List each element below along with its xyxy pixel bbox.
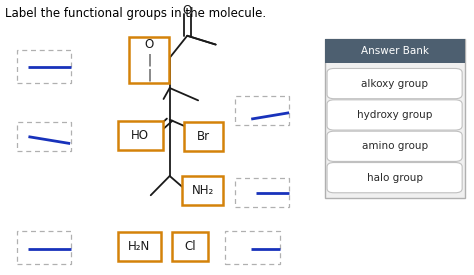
FancyBboxPatch shape bbox=[325, 39, 465, 63]
FancyBboxPatch shape bbox=[118, 121, 163, 150]
FancyBboxPatch shape bbox=[182, 176, 223, 205]
FancyBboxPatch shape bbox=[17, 231, 71, 264]
Text: Cl: Cl bbox=[184, 240, 196, 253]
Text: amino group: amino group bbox=[362, 141, 428, 151]
Text: O: O bbox=[182, 4, 192, 18]
FancyBboxPatch shape bbox=[327, 68, 462, 99]
FancyBboxPatch shape bbox=[235, 96, 289, 125]
Text: NH₂: NH₂ bbox=[191, 184, 214, 197]
Text: Label the functional groups in the molecule.: Label the functional groups in the molec… bbox=[5, 7, 266, 20]
Text: hydroxy group: hydroxy group bbox=[357, 110, 432, 120]
FancyBboxPatch shape bbox=[327, 100, 462, 130]
FancyBboxPatch shape bbox=[184, 122, 223, 151]
FancyBboxPatch shape bbox=[17, 122, 71, 151]
FancyBboxPatch shape bbox=[325, 39, 465, 198]
Text: O
|
|: O | | bbox=[145, 38, 154, 81]
Text: Br: Br bbox=[197, 130, 210, 143]
Text: Answer Bank: Answer Bank bbox=[361, 46, 428, 56]
FancyBboxPatch shape bbox=[225, 231, 280, 264]
FancyBboxPatch shape bbox=[129, 37, 169, 82]
FancyBboxPatch shape bbox=[235, 178, 289, 207]
Text: H₂N: H₂N bbox=[128, 240, 150, 253]
Text: alkoxy group: alkoxy group bbox=[361, 79, 428, 89]
FancyBboxPatch shape bbox=[327, 163, 462, 193]
Text: O: O bbox=[118, 131, 127, 144]
FancyBboxPatch shape bbox=[118, 232, 161, 261]
FancyBboxPatch shape bbox=[17, 50, 71, 82]
Text: HO: HO bbox=[131, 129, 149, 142]
FancyBboxPatch shape bbox=[327, 131, 462, 161]
Text: halo group: halo group bbox=[366, 173, 423, 183]
FancyBboxPatch shape bbox=[172, 232, 208, 261]
